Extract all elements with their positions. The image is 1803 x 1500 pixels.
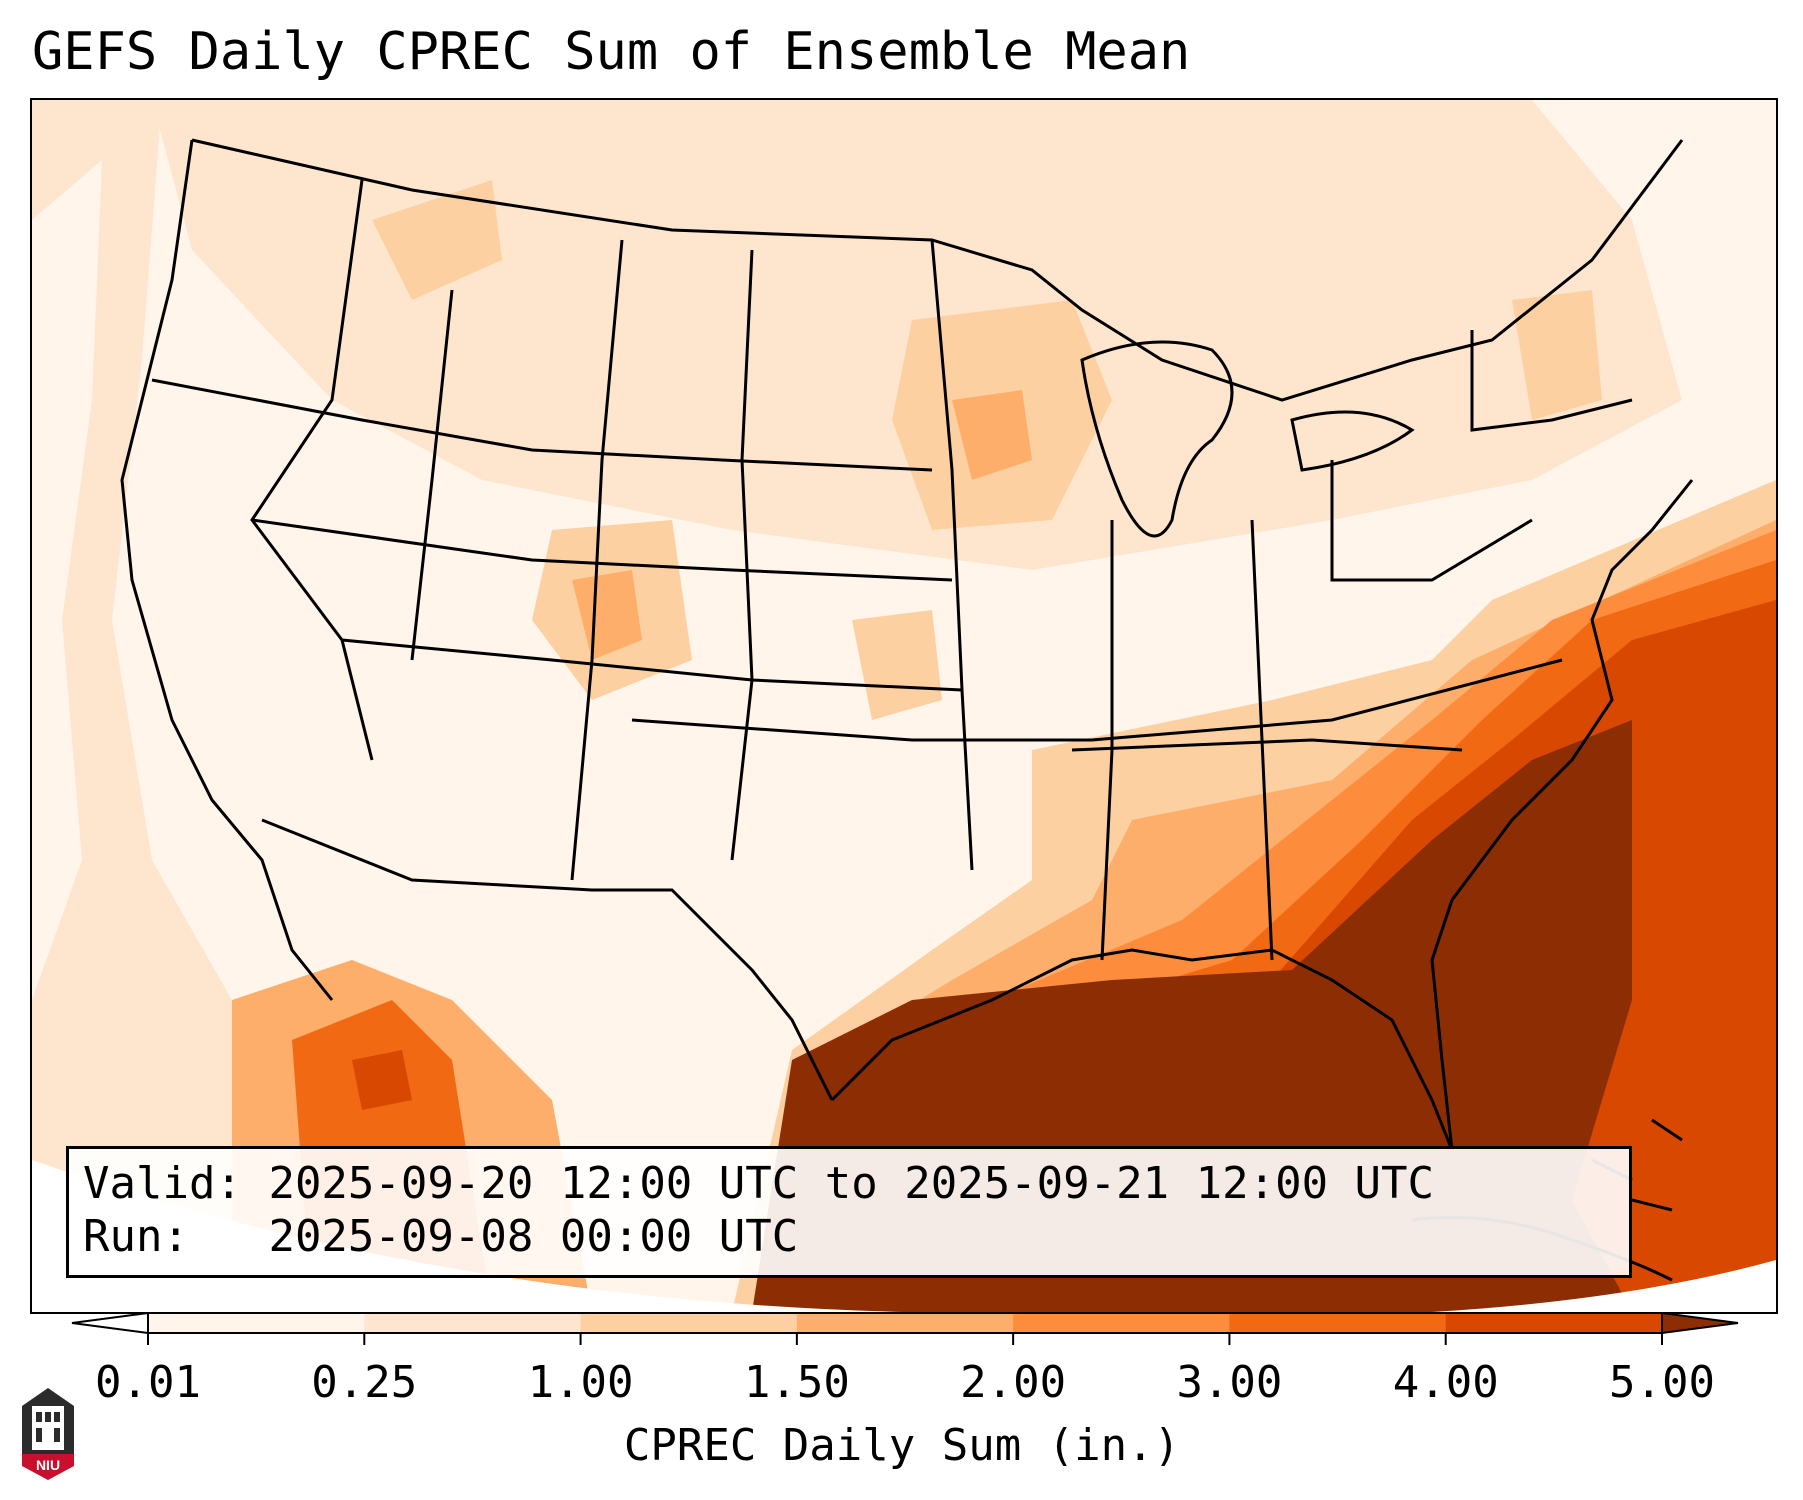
canada-border [191, 138, 1684, 402]
colorbar-segment [364, 1313, 582, 1333]
colorbar-tick-label: 2.00 [960, 1357, 1067, 1408]
state-line-6 [250, 179, 374, 761]
colorbar-segment [1013, 1313, 1230, 1333]
colorbar-tick-label: 5.00 [1609, 1357, 1715, 1408]
colorbar-tick-label: 1.00 [527, 1357, 634, 1408]
colorbar-label: CPREC Daily Sum (in.) [623, 1420, 1181, 1471]
valid-text: 2025-09-20 12:00 UTC to 2025-09-21 12:00… [268, 1158, 1435, 1209]
state-line-13 [1330, 460, 1533, 582]
state-line-3 [341, 638, 963, 692]
colorbar-tick-label: 0.01 [95, 1357, 201, 1408]
colorbar-ticks [147, 1333, 1663, 1345]
gulf-coastline [830, 948, 1454, 1151]
run-text: 2025-09-08 00:00 UTC [268, 1211, 799, 1262]
colorado-patch [572, 570, 642, 660]
east-coastline [1430, 479, 1694, 1151]
boundaries [120, 138, 1694, 1151]
state-line-4 [631, 658, 1563, 742]
kansas-patch [852, 610, 942, 720]
colorbar-segment [148, 1313, 365, 1333]
domain-edge-right [1432, 1260, 1776, 1312]
mexico-patch [352, 1050, 412, 1110]
state-line-14 [1470, 330, 1633, 432]
run-label: Run: [83, 1211, 189, 1262]
valid-label: Valid: [83, 1158, 242, 1209]
newyork-patch [1512, 290, 1602, 420]
colorbar-segment [796, 1313, 1014, 1333]
logo-text: NIU [36, 1457, 60, 1473]
colorbar-segment [1229, 1313, 1447, 1333]
iowa-patch [952, 390, 1032, 480]
state-line-9 [730, 249, 754, 861]
map-canvas [32, 100, 1776, 1312]
valid-run-box: Valid: 2025-09-20 12:00 UTC to 2025-09-2… [66, 1146, 1632, 1278]
pacific-field [32, 100, 332, 1312]
colorbar-extend-high [1661, 1312, 1739, 1335]
precip-map [30, 98, 1778, 1314]
colorbar-tick-label: 3.00 [1176, 1357, 1283, 1408]
colorbar-tick-label: 0.25 [311, 1357, 418, 1408]
state-line-7 [410, 289, 454, 661]
colorbar-segment [580, 1313, 798, 1333]
state-line-11 [1100, 520, 1114, 961]
colorbar [71, 1312, 1739, 1345]
pacific-low-field [32, 160, 102, 1000]
state-line-2 [251, 518, 953, 582]
colorbar-outline [147, 1312, 1663, 1334]
state-line-5 [1071, 738, 1463, 752]
logo-banner [22, 1454, 74, 1480]
lake-michigan [1080, 340, 1234, 538]
colorbar-segment [1445, 1313, 1663, 1333]
mexico-border [261, 818, 834, 1101]
state-line-1 [151, 378, 933, 472]
colorbar-tick-label: 4.00 [1392, 1357, 1499, 1408]
northwest-patch [372, 180, 502, 300]
state-line-12 [1250, 519, 1274, 961]
niu-logo: NIU [22, 1388, 74, 1480]
west-coastline [120, 139, 334, 1001]
colorbar-segments [148, 1313, 1663, 1333]
map-title: GEFS Daily CPREC Sum of Ensemble Mean [32, 22, 1191, 82]
colorbar-tick-label: 1.50 [743, 1357, 850, 1408]
colorbar-extend-low [71, 1312, 149, 1335]
lake-erie [1290, 410, 1415, 472]
state-line-8 [570, 239, 624, 881]
state-line-10 [930, 239, 974, 871]
